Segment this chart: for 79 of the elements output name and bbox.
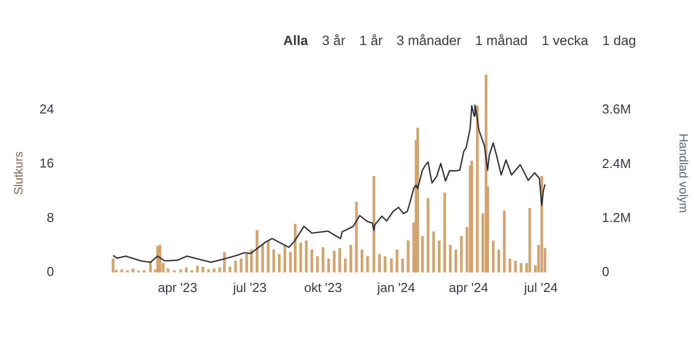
- bar: [350, 245, 352, 272]
- bar: [338, 248, 342, 272]
- bar: [438, 240, 440, 272]
- bar: [443, 192, 446, 272]
- bar: [406, 240, 410, 272]
- y-tick-label: 24: [40, 101, 54, 116]
- bar: [390, 258, 393, 272]
- bar: [416, 128, 419, 272]
- bar: [470, 160, 474, 272]
- y2-tick-label: 0: [602, 264, 610, 279]
- bar: [322, 247, 324, 272]
- text: Alla: [283, 33, 308, 48]
- bar: [520, 263, 522, 272]
- bar: [202, 266, 204, 272]
- bar: [355, 202, 358, 272]
- bar: [272, 250, 276, 272]
- bar: [396, 250, 398, 272]
- bar: [372, 176, 376, 272]
- bar: [448, 245, 452, 272]
- y2-tick-label: 3.6M: [602, 102, 631, 117]
- bar: [316, 256, 319, 272]
- text: 1 dag: [602, 33, 636, 48]
- y-axis-title: Slutkurs: [12, 152, 26, 195]
- bar: [289, 252, 292, 272]
- bar: [528, 208, 532, 272]
- y2-tick-label: 2.4M: [602, 156, 631, 171]
- y-tick-label: 8: [46, 210, 54, 225]
- bar: [234, 260, 237, 272]
- y-tick-label: 16: [40, 156, 54, 171]
- text: 1 månad: [475, 33, 528, 48]
- bar: [284, 245, 286, 272]
- bar: [299, 242, 302, 272]
- bar: [332, 250, 336, 272]
- bar: [327, 258, 330, 272]
- bar: [378, 254, 381, 272]
- bar: [228, 266, 232, 272]
- bar: [360, 250, 364, 272]
- bar: [261, 245, 264, 272]
- text: 1 år: [359, 33, 383, 48]
- bar: [256, 230, 258, 272]
- bar: [366, 256, 369, 272]
- bar: [207, 269, 210, 272]
- x-tick-label: okt '23: [304, 280, 342, 295]
- text: 1 vecka: [542, 33, 588, 48]
- bar: [492, 240, 495, 272]
- bar: [497, 250, 500, 272]
- bar: [266, 240, 270, 272]
- y2-axis-title: Handlad volym: [676, 134, 690, 213]
- bar: [158, 245, 162, 272]
- bar: [426, 198, 430, 272]
- bar: [166, 268, 170, 272]
- bar: [401, 258, 404, 272]
- y2-tick-label: 1.2M: [602, 210, 631, 225]
- bar: [112, 258, 114, 272]
- bar: [508, 258, 512, 272]
- bar: [432, 231, 435, 272]
- x-tick-label: jul '24: [523, 280, 558, 295]
- bar: [305, 240, 308, 272]
- x-tick-label: apr '23: [158, 280, 198, 295]
- bar: [278, 254, 281, 272]
- bar: [245, 254, 248, 272]
- x-tick-label: jan '24: [376, 280, 416, 295]
- bar: [454, 250, 458, 272]
- bar: [223, 252, 226, 272]
- bar: [460, 236, 463, 272]
- bar: [421, 236, 424, 272]
- bar: [240, 258, 242, 272]
- text: 3 månader: [396, 33, 462, 48]
- bar: [344, 258, 347, 272]
- y-tick-label: 0: [46, 264, 54, 279]
- bar: [503, 210, 506, 272]
- bar: [384, 256, 386, 272]
- x-tick-label: jul '23: [232, 280, 267, 295]
- bar: [132, 268, 134, 272]
- bar: [310, 250, 314, 272]
- x-tick-label: apr '24: [448, 280, 488, 295]
- text: 3 år: [322, 33, 346, 48]
- bar: [250, 250, 253, 272]
- bar: [514, 260, 517, 272]
